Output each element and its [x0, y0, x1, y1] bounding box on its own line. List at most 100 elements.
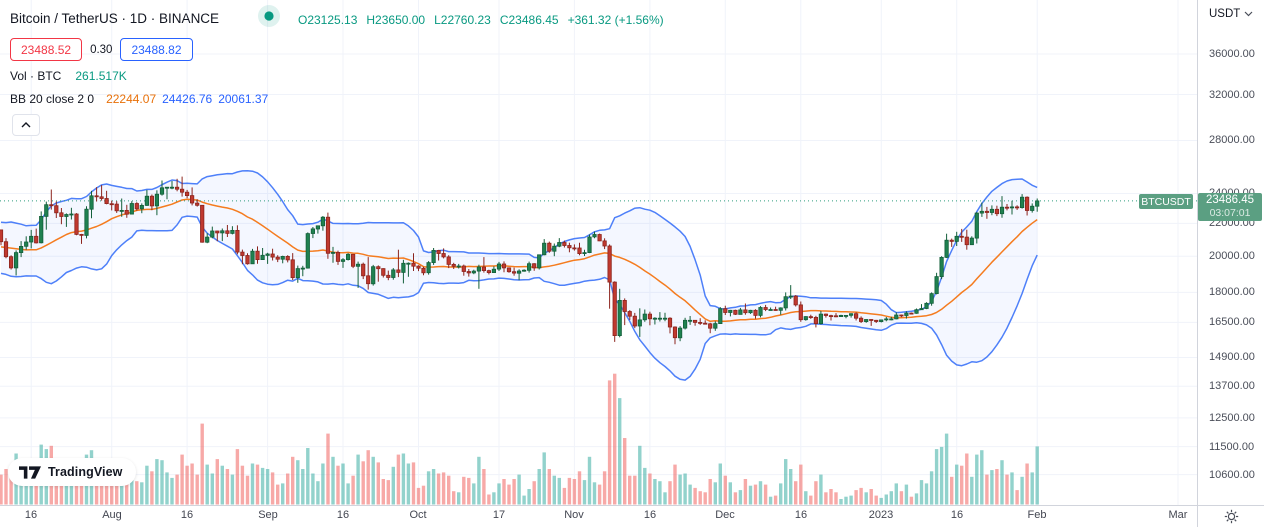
candle-body — [18, 245, 24, 253]
chart-canvas[interactable] — [0, 0, 1197, 505]
volume-bar — [9, 470, 13, 505]
volume-bar — [562, 487, 567, 505]
candle-body — [205, 236, 210, 243]
volume-bar — [69, 479, 74, 505]
volume-bar — [235, 449, 240, 505]
candle-body — [200, 204, 205, 243]
volume-bar — [834, 492, 838, 505]
candle-body — [537, 254, 542, 269]
collapse-legend-button[interactable] — [12, 114, 40, 136]
volume-value: 261.517K — [75, 69, 127, 83]
candle-body — [944, 239, 949, 258]
candle-body — [230, 229, 235, 234]
candle-body — [612, 281, 617, 337]
candle-body — [1025, 196, 1030, 211]
volume-bar — [532, 481, 536, 505]
candle-body — [215, 230, 220, 234]
candle-body — [667, 317, 673, 328]
chart-pane[interactable] — [0, 0, 1197, 505]
candle-body — [401, 262, 406, 273]
volume-bar — [718, 463, 722, 505]
volume-bar — [160, 460, 164, 505]
price-tick-label: 16500.00 — [1209, 316, 1255, 328]
volume-bar — [447, 475, 451, 505]
volume-bar — [789, 469, 793, 505]
volume-bar — [200, 423, 204, 505]
volume-bar — [613, 373, 617, 505]
bollinger-legend[interactable]: BB 20 close 2 0 22244.07 24426.76 20061.37 — [10, 92, 268, 106]
bb-basis-value: 22244.07 — [106, 92, 157, 106]
candle-body — [909, 312, 914, 315]
volume-bar — [165, 472, 169, 505]
volume-bar — [366, 450, 370, 505]
volume-bar — [416, 487, 421, 505]
candle-body — [376, 266, 381, 270]
volume-bar — [547, 469, 551, 505]
candle-body — [713, 323, 718, 329]
time-tick-label: Oct — [409, 509, 427, 521]
volume-bar — [914, 493, 919, 505]
volume-bar — [970, 476, 974, 505]
candle-body — [939, 256, 944, 277]
volume-bar — [1005, 474, 1009, 505]
price-axis[interactable]: USDT 36000.0032000.0028000.0024000.00220… — [1198, 0, 1264, 505]
candle-body — [783, 296, 788, 309]
volume-bar — [220, 465, 224, 505]
symbol-title[interactable]: Bitcoin / TetherUS · 1D · BINANCE — [10, 11, 220, 26]
candle-body — [139, 204, 144, 210]
candle-body — [431, 249, 436, 263]
candle-body — [984, 210, 990, 213]
volume-bar — [784, 459, 788, 505]
price-axis-currency[interactable]: USDT — [1209, 8, 1253, 20]
volume-bar — [250, 463, 255, 505]
volume-bar — [698, 491, 702, 505]
volume-bar — [939, 446, 944, 505]
volume-bar — [270, 472, 275, 505]
candle-body — [149, 195, 154, 207]
market-status-icon[interactable] — [256, 3, 282, 29]
candle-body — [119, 209, 124, 212]
bb-upper-line — [0, 169, 1038, 314]
candle-body — [874, 319, 879, 322]
volume-bar — [824, 492, 828, 505]
buy-price-button[interactable]: 23488.82 — [120, 38, 193, 61]
volume-bar — [628, 475, 632, 505]
candle-body — [104, 198, 109, 204]
candle-body — [813, 316, 819, 324]
volume-bar — [944, 433, 949, 505]
volume-bar — [814, 481, 818, 505]
time-tick-label: Aug — [102, 509, 122, 521]
change-value: +361.32 (+1.56%) — [567, 13, 664, 27]
candle-body — [532, 263, 537, 269]
volume-legend[interactable]: Vol · BTC 261.517K — [10, 69, 127, 83]
candle-body — [169, 186, 175, 189]
candle-body — [486, 270, 492, 274]
candle-body — [391, 269, 396, 278]
candle-body — [788, 295, 793, 298]
candle-body — [914, 309, 919, 314]
tradingview-logo-text: TradingView — [48, 465, 123, 479]
candle-body — [904, 312, 909, 316]
volume-bar — [985, 474, 989, 505]
candle-body — [159, 187, 165, 195]
tradingview-logo[interactable]: TradingView — [8, 458, 136, 486]
volume-bar — [995, 469, 999, 505]
price-tick-label: 14900.00 — [1209, 351, 1255, 363]
volume-bar — [361, 461, 365, 505]
candle-body — [884, 318, 889, 321]
candle-body — [371, 266, 376, 285]
volume-bar — [748, 485, 753, 505]
axis-settings-corner[interactable] — [1198, 506, 1264, 527]
candle-body — [260, 254, 265, 261]
sell-price-button[interactable]: 23488.52 — [10, 38, 83, 61]
volume-bar — [879, 497, 883, 505]
volume-bar — [683, 473, 687, 505]
volume-bar — [436, 473, 441, 505]
candle-body — [496, 263, 502, 270]
candle-body — [632, 315, 637, 327]
candle-body — [361, 263, 366, 277]
time-axis[interactable]: 16 Aug 16 Sep 16 Oct 17 Nov 16 Dec 16 2023 16 Feb Mar — [0, 506, 1197, 527]
candle-body — [979, 210, 984, 214]
volume-bar — [950, 476, 954, 505]
candle-body — [547, 242, 552, 252]
